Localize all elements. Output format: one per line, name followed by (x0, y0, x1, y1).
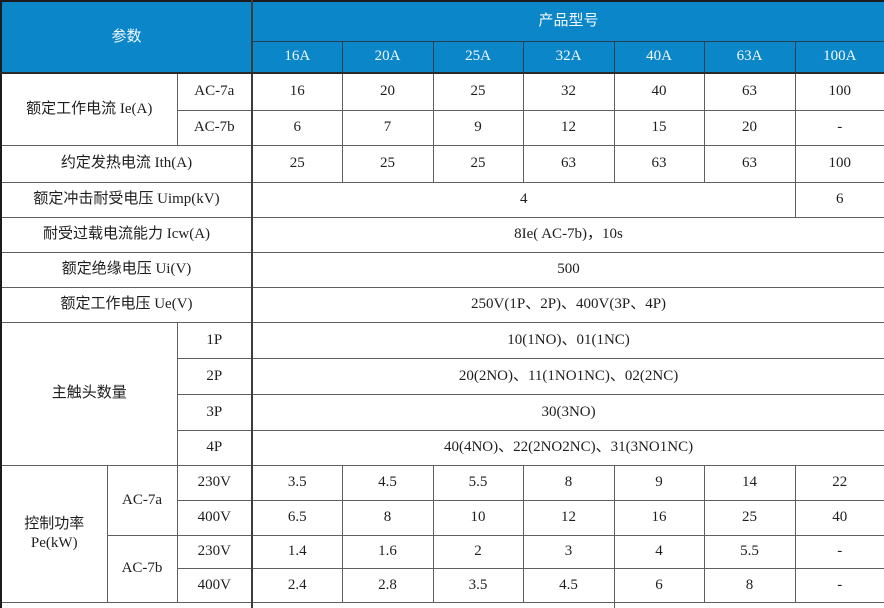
value-cell: 8 (703, 567, 796, 603)
value-cell: 3.5 (432, 567, 524, 603)
value-cell: 25 (341, 144, 434, 183)
row-label-impulse-voltage: 额定冲击耐受电压 Uimp(kV) (0, 181, 253, 218)
column-header-20a: 20A (341, 40, 434, 74)
value-cell: 3 (522, 534, 615, 569)
value-cell: 8 (522, 464, 615, 501)
column-header-40a: 40A (613, 40, 705, 74)
value-cell: 63 (522, 144, 615, 183)
value-cell: 10 (432, 499, 524, 536)
value-cell-contacts-3p: 30(3NO) (251, 393, 884, 431)
value-cell: 25 (432, 72, 524, 111)
row-label-thermal-current: 约定发热电流 Ith(A) (0, 144, 253, 183)
value-cell: 25 (251, 144, 343, 183)
value-cell: 25 (432, 144, 524, 183)
sub-label-1p: 1P (176, 321, 253, 359)
row-label-rated-current: 额定工作电流 Ie(A) (0, 72, 178, 146)
sub-label-230v: 230V (176, 534, 253, 569)
value-cell: - (794, 109, 884, 146)
value-cell: 40 (613, 72, 705, 111)
value-cell: 2.4 (251, 567, 343, 603)
sub-label-power-ac7b: AC-7b (106, 534, 178, 603)
value-cell: 6 (251, 109, 343, 146)
value-cell: 7 (341, 109, 434, 146)
value-cell: 32 (522, 72, 615, 111)
value-cell-uimp-100a: 6 (794, 181, 884, 218)
sub-label-400v: 400V (176, 567, 253, 603)
partial-cell (0, 601, 253, 608)
value-cell: 100 (794, 72, 884, 111)
value-cell: 16 (613, 499, 705, 536)
value-cell: 5.5 (432, 464, 524, 501)
value-cell: 40 (794, 499, 884, 536)
value-cell: 63 (703, 144, 796, 183)
value-cell: - (794, 534, 884, 569)
value-cell-ue: 250V(1P、2P)、400V(3P、4P) (251, 286, 884, 323)
value-cell: 63 (613, 144, 705, 183)
value-cell: 22 (794, 464, 884, 501)
value-cell: 4.5 (341, 464, 434, 501)
sub-label-230v: 230V (176, 464, 253, 501)
row-label-control-power: 控制功率 Pe(kW) (0, 464, 108, 603)
param-header-cell: 参数 (0, 0, 253, 74)
sub-label-4p: 4P (176, 429, 253, 466)
value-cell: 63 (703, 72, 796, 111)
value-cell-contacts-2p: 20(2NO)、11(1NO1NC)、02(2NC) (251, 357, 884, 395)
value-cell: 14 (703, 464, 796, 501)
value-cell: 2 (432, 534, 524, 569)
model-header-cell: 产品型号 (251, 0, 884, 42)
value-cell-icw: 8Ie( AC-7b)，10s (251, 216, 884, 253)
value-cell: 15 (613, 109, 705, 146)
sub-label-ac7b: AC-7b (176, 109, 253, 146)
row-label-main-contacts: 主触头数量 (0, 321, 178, 466)
column-header-32a: 32A (522, 40, 615, 74)
value-cell: 1.6 (341, 534, 434, 569)
row-label-operating-voltage: 额定工作电压 Ue(V) (0, 286, 253, 323)
value-cell: 25 (703, 499, 796, 536)
sub-label-2p: 2P (176, 357, 253, 395)
value-cell: 4.5 (522, 567, 615, 603)
partial-cell (251, 601, 615, 608)
value-cell: 8 (341, 499, 434, 536)
value-cell: 5.5 (703, 534, 796, 569)
value-cell: 3.5 (251, 464, 343, 501)
value-cell: 6 (613, 567, 705, 603)
value-cell: 12 (522, 499, 615, 536)
value-cell: 20 (703, 109, 796, 146)
value-cell-contacts-4p: 40(4NO)、22(2NO2NC)、31(3NO1NC) (251, 429, 884, 466)
value-cell: 20 (341, 72, 434, 111)
sub-label-3p: 3P (176, 393, 253, 431)
value-cell: - (794, 567, 884, 603)
row-label-overload-capacity: 耐受过载电流能力 Icw(A) (0, 216, 253, 253)
sub-label-ac7a: AC-7a (176, 72, 253, 111)
value-cell: 6.5 (251, 499, 343, 536)
value-cell: 12 (522, 109, 615, 146)
value-cell: 1.4 (251, 534, 343, 569)
column-header-100a: 100A (794, 40, 884, 74)
partial-cell (613, 601, 884, 608)
value-cell-uimp-main: 4 (251, 181, 796, 218)
sub-label-400v: 400V (176, 499, 253, 536)
value-cell: 9 (432, 109, 524, 146)
value-cell: 9 (613, 464, 705, 501)
row-label-insulation-voltage: 额定绝缘电压 Ui(V) (0, 251, 253, 288)
value-cell: 16 (251, 72, 343, 111)
value-cell: 2.8 (341, 567, 434, 603)
value-cell: 100 (794, 144, 884, 183)
value-cell-ui: 500 (251, 251, 884, 288)
column-header-16a: 16A (251, 40, 343, 74)
column-header-63a: 63A (703, 40, 796, 74)
partial-row (0, 601, 884, 608)
column-header-25a: 25A (432, 40, 524, 74)
value-cell-contacts-1p: 10(1NO)、01(1NC) (251, 321, 884, 359)
value-cell: 4 (613, 534, 705, 569)
sub-label-power-ac7a: AC-7a (106, 464, 178, 536)
